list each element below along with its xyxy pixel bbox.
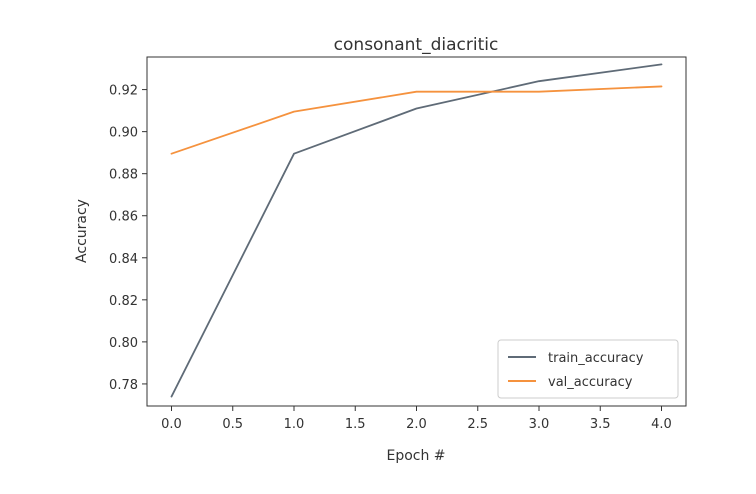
x-tick-label: 3.0 bbox=[529, 417, 550, 432]
plot-frame bbox=[146, 56, 687, 407]
y-tick-label: 0.88 bbox=[109, 168, 138, 183]
x-tick-label: 0.5 bbox=[222, 417, 243, 432]
legend-box bbox=[497, 339, 679, 399]
y-tick-label: 0.84 bbox=[109, 252, 138, 267]
x-axis-label: Epoch # bbox=[386, 448, 445, 464]
x-tick-label: 4.0 bbox=[651, 417, 672, 432]
y-tick-label: 0.82 bbox=[109, 294, 138, 309]
y-tick-label: 0.92 bbox=[109, 84, 138, 99]
series-line-val-accuracy bbox=[170, 85, 663, 155]
y-axis-label: Accuracy bbox=[74, 199, 90, 263]
chart-title: consonant_diacritic bbox=[334, 35, 499, 55]
y-tick-label: 0.86 bbox=[109, 210, 138, 225]
x-tick-label: 1.5 bbox=[345, 417, 366, 432]
series-line-train-accuracy bbox=[170, 63, 663, 398]
legend: train_accuracy val_accuracy bbox=[497, 339, 679, 399]
y-tick-label: 0.80 bbox=[109, 336, 138, 351]
legend-label: val_accuracy bbox=[548, 375, 633, 390]
x-tick-label: 0.0 bbox=[161, 417, 182, 432]
ticks-layer: 0.0 0.5 1.0 1.5 2.0 2.5 3.0 3.5 4.0 0.78 0.80 0.82 0… bbox=[109, 84, 672, 432]
y-tick-label: 0.90 bbox=[109, 126, 138, 141]
x-tick-label: 3.5 bbox=[590, 417, 611, 432]
legend-label: train_accuracy bbox=[548, 351, 644, 366]
series-layer bbox=[170, 63, 663, 398]
x-tick-label: 2.5 bbox=[467, 417, 488, 432]
x-tick-label: 2.0 bbox=[406, 417, 427, 432]
x-tick-label: 1.0 bbox=[284, 417, 305, 432]
y-tick-label: 0.78 bbox=[109, 378, 138, 393]
